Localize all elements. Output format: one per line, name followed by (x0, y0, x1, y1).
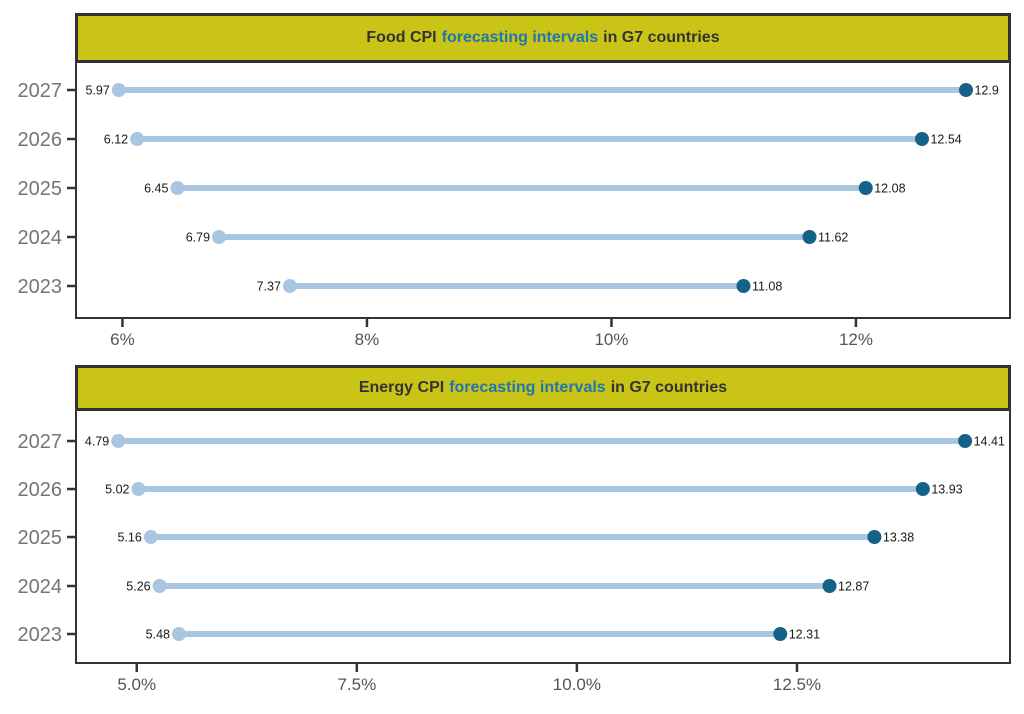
high-value-label: 13.38 (883, 531, 914, 545)
high-dot (858, 181, 873, 195)
low-dot (131, 482, 146, 496)
year-tick-label: 2025 (18, 178, 63, 200)
low-dot (152, 579, 167, 593)
low-dot (282, 279, 297, 293)
x-tick-label: 10.0% (553, 675, 601, 694)
low-value-label: 6.12 (104, 133, 128, 147)
x-tick-label: 10% (594, 330, 628, 349)
high-value-label: 11.62 (818, 231, 848, 245)
high-dot (802, 230, 817, 244)
high-dot (773, 627, 788, 641)
high-dot (958, 83, 973, 97)
plot-border (75, 61, 1011, 319)
x-tick-label: 12% (839, 330, 873, 349)
low-value-label: 4.79 (85, 435, 109, 449)
year-tick-label: 2026 (18, 129, 63, 151)
high-value-label: 12.87 (838, 580, 869, 594)
high-value-label: 12.31 (789, 628, 820, 642)
high-value-label: 11.08 (752, 280, 782, 294)
year-tick-label: 2024 (18, 576, 63, 598)
year-tick-label: 2023 (18, 624, 63, 646)
title-bar-box (75, 365, 1011, 411)
low-dot (170, 181, 185, 195)
x-tick-label: 12.5% (773, 675, 821, 694)
x-tick-label: 8% (355, 330, 380, 349)
low-value-label: 5.48 (146, 628, 170, 642)
high-dot (736, 279, 751, 293)
low-dot (171, 627, 186, 641)
low-dot (111, 434, 126, 448)
low-value-label: 5.97 (85, 84, 109, 98)
low-value-label: 6.79 (186, 231, 210, 245)
low-dot (111, 83, 126, 97)
low-value-label: 5.26 (126, 580, 150, 594)
low-dot (130, 132, 145, 146)
high-value-label: 14.41 (974, 435, 1005, 449)
year-tick-label: 2025 (18, 527, 63, 549)
high-value-label: 12.9 (974, 84, 998, 98)
year-tick-label: 2023 (18, 276, 63, 298)
year-tick-label: 2027 (18, 431, 63, 453)
high-value-label: 12.54 (930, 133, 961, 147)
high-value-label: 13.93 (931, 483, 962, 497)
high-dot (958, 434, 973, 448)
high-dot (867, 530, 882, 544)
title-bar-box (75, 13, 1011, 63)
year-tick-label: 2027 (18, 80, 63, 102)
year-tick-label: 2026 (18, 479, 63, 501)
low-value-label: 5.16 (117, 531, 141, 545)
high-value-label: 12.08 (874, 182, 905, 196)
high-dot (914, 132, 929, 146)
low-value-label: 5.02 (105, 483, 129, 497)
year-tick-label: 2024 (18, 227, 63, 249)
low-value-label: 7.37 (257, 280, 281, 294)
high-dot (915, 482, 930, 496)
x-tick-label: 5.0% (117, 675, 156, 694)
low-value-label: 6.45 (144, 182, 168, 196)
x-tick-label: 6% (110, 330, 135, 349)
high-dot (822, 579, 837, 593)
low-dot (212, 230, 227, 244)
low-dot (143, 530, 158, 544)
x-tick-label: 7.5% (337, 675, 376, 694)
